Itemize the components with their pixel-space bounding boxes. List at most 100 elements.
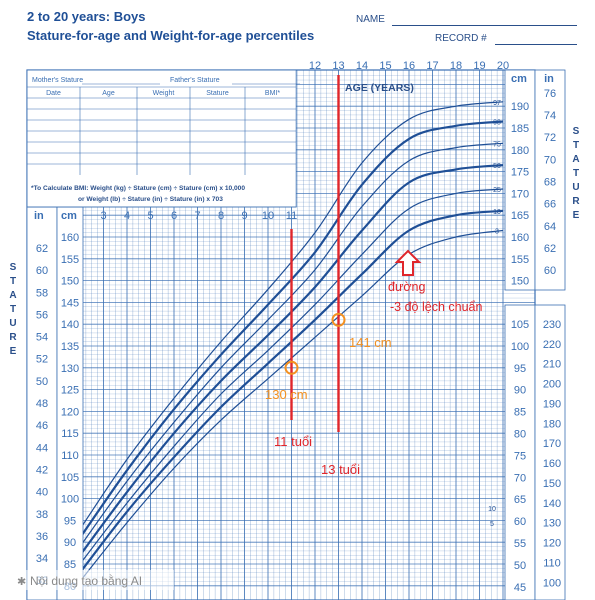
age-tick-top: 20 (497, 60, 509, 72)
stature-in-tick-left: 52 (36, 354, 48, 366)
stature-in-tick-right: 60 (544, 265, 556, 277)
weight-kg-tick: 105 (511, 319, 529, 331)
stature-in-tick-left: 50 (36, 376, 48, 388)
weight-kg-tick: 45 (514, 582, 526, 594)
right-cm-column (504, 69, 536, 291)
percentile-curve-50 (83, 164, 504, 554)
stature-in-tick-right: 76 (544, 88, 556, 100)
weight-lb-tick: 160 (543, 458, 561, 470)
weight-kg-tick: 70 (514, 472, 526, 484)
stature-in-tick-left: 60 (36, 265, 48, 277)
weight-lb-tick: 210 (543, 359, 561, 371)
weight-kg-tick: 60 (514, 516, 526, 528)
right-in-column (534, 69, 566, 291)
annotation-line-2: -3 độ lệch chuẩn (390, 300, 482, 314)
percentile-curve-97 (83, 101, 504, 526)
stature-vertical-left: T (10, 276, 16, 287)
percentile-curve-90 (83, 120, 504, 536)
watermark-text: Nội dung tạo bằng AI (30, 573, 142, 588)
stature-vertical-right: T (573, 140, 579, 151)
age-axis-label: AGE (YEARS) (345, 82, 414, 94)
weight-lb-tick: 170 (543, 438, 561, 450)
reference-label-age-11: 11 tuổi (274, 434, 312, 449)
stature-marker (284, 360, 299, 375)
weight-lb-tick: 230 (543, 319, 561, 331)
percentile-label-90: 90 (493, 119, 501, 126)
age-tick-bottom: 8 (218, 210, 224, 222)
stature-cm-tick-left: 105 (61, 472, 79, 484)
age-tick-top: 17 (426, 60, 438, 72)
stature-cm-tick-left: 135 (61, 341, 79, 353)
stature-cm-tick-right: 165 (511, 210, 529, 222)
percentile-label-50: 50 (493, 163, 501, 170)
bmi-note-2: or Weight (lb) ÷ Stature (in) ÷ Stature … (78, 196, 223, 203)
record-field-line[interactable] (495, 44, 577, 45)
stature-in-tick-left: 36 (36, 531, 48, 543)
weight-lb-tick: 120 (543, 538, 561, 550)
age-tick-bottom: 3 (100, 210, 106, 222)
stature-cm-tick-left: 115 (61, 428, 79, 440)
stature-in-tick-left: 48 (36, 398, 48, 410)
stature-cm-tick-right: 190 (511, 101, 529, 113)
stature-in-tick-left: 54 (36, 332, 48, 344)
stature-in-tick-left: 58 (36, 287, 48, 299)
stature-vertical-left: E (10, 346, 17, 357)
age-tick-top: 12 (309, 60, 321, 72)
stature-vertical-right: R (572, 196, 580, 207)
record-table: Mother's Stature Father's Stature Date Age W… (26, 69, 300, 208)
weight-kg-tick: 65 (514, 494, 526, 506)
stature-vertical-right: S (573, 126, 580, 137)
table-column-header: BMI* (265, 90, 280, 97)
age-tick-bottom: 11 (286, 210, 297, 222)
stature-marker-label: 141 cm (349, 335, 392, 350)
stature-marker-label: 130 cm (265, 387, 308, 402)
stature-in-tick-left: 62 (36, 243, 48, 255)
weight-lb-tick: 140 (543, 498, 561, 510)
stature-in-tick-right: 70 (544, 154, 556, 166)
age-tick-top: 16 (403, 60, 415, 72)
name-field-line[interactable] (392, 25, 577, 26)
stature-vertical-right: U (572, 182, 579, 193)
age-tick-bottom: 9 (241, 210, 247, 222)
age-tick-top: 14 (356, 60, 368, 72)
percentile-label-97: 97 (493, 100, 501, 107)
stature-cm-tick-left: 140 (61, 319, 79, 331)
age-tick-top: 18 (450, 60, 462, 72)
weight-percentile-label: 10 (488, 506, 496, 513)
record-table-frame (26, 69, 297, 208)
stature-cm-tick-right: 150 (511, 276, 529, 288)
stature-cm-tick-left: 110 (61, 450, 79, 462)
name-label: NAME (356, 14, 385, 25)
right-kg-column (504, 304, 536, 600)
stature-vertical-left: T (10, 304, 16, 315)
percentile-label-25: 25 (493, 187, 501, 194)
stature-cm-tick-left: 150 (61, 276, 79, 288)
age-tick-top: 13 (332, 60, 344, 72)
sparkle-icon: ✱ (17, 576, 26, 588)
percentile-curve-3 (83, 229, 504, 579)
age-tick-bottom: 7 (194, 210, 200, 222)
stature-in-tick-left: 42 (36, 464, 48, 476)
stature-in-tick-left: 56 (36, 309, 48, 321)
weight-kg-tick: 80 (514, 429, 526, 441)
weight-kg-tick: 90 (514, 385, 526, 397)
stature-in-tick-left: 46 (36, 420, 48, 432)
stature-vertical-left: A (9, 290, 16, 301)
unit-in-right: in (544, 73, 554, 85)
left-cm-column (56, 206, 84, 600)
weight-lb-tick: 180 (543, 418, 561, 430)
stature-cm-tick-right: 175 (511, 167, 529, 179)
weight-kg-tick: 85 (514, 407, 526, 419)
age-tick-top: 19 (473, 60, 485, 72)
stature-cm-tick-left: 95 (64, 515, 76, 527)
age-tick-bottom: 4 (124, 210, 130, 222)
weight-kg-tick: 75 (514, 450, 526, 462)
watermark-backdrop (14, 570, 174, 590)
stature-cm-tick-left: 160 (61, 232, 79, 244)
weight-lb-tick: 130 (543, 518, 561, 530)
stature-cm-tick-right: 155 (511, 254, 529, 266)
bmi-note: *To Calculate BMI: Weight (kg) ÷ Stature… (31, 185, 245, 192)
stature-in-tick-left: 40 (36, 487, 48, 499)
record-label: RECORD # (435, 33, 487, 44)
